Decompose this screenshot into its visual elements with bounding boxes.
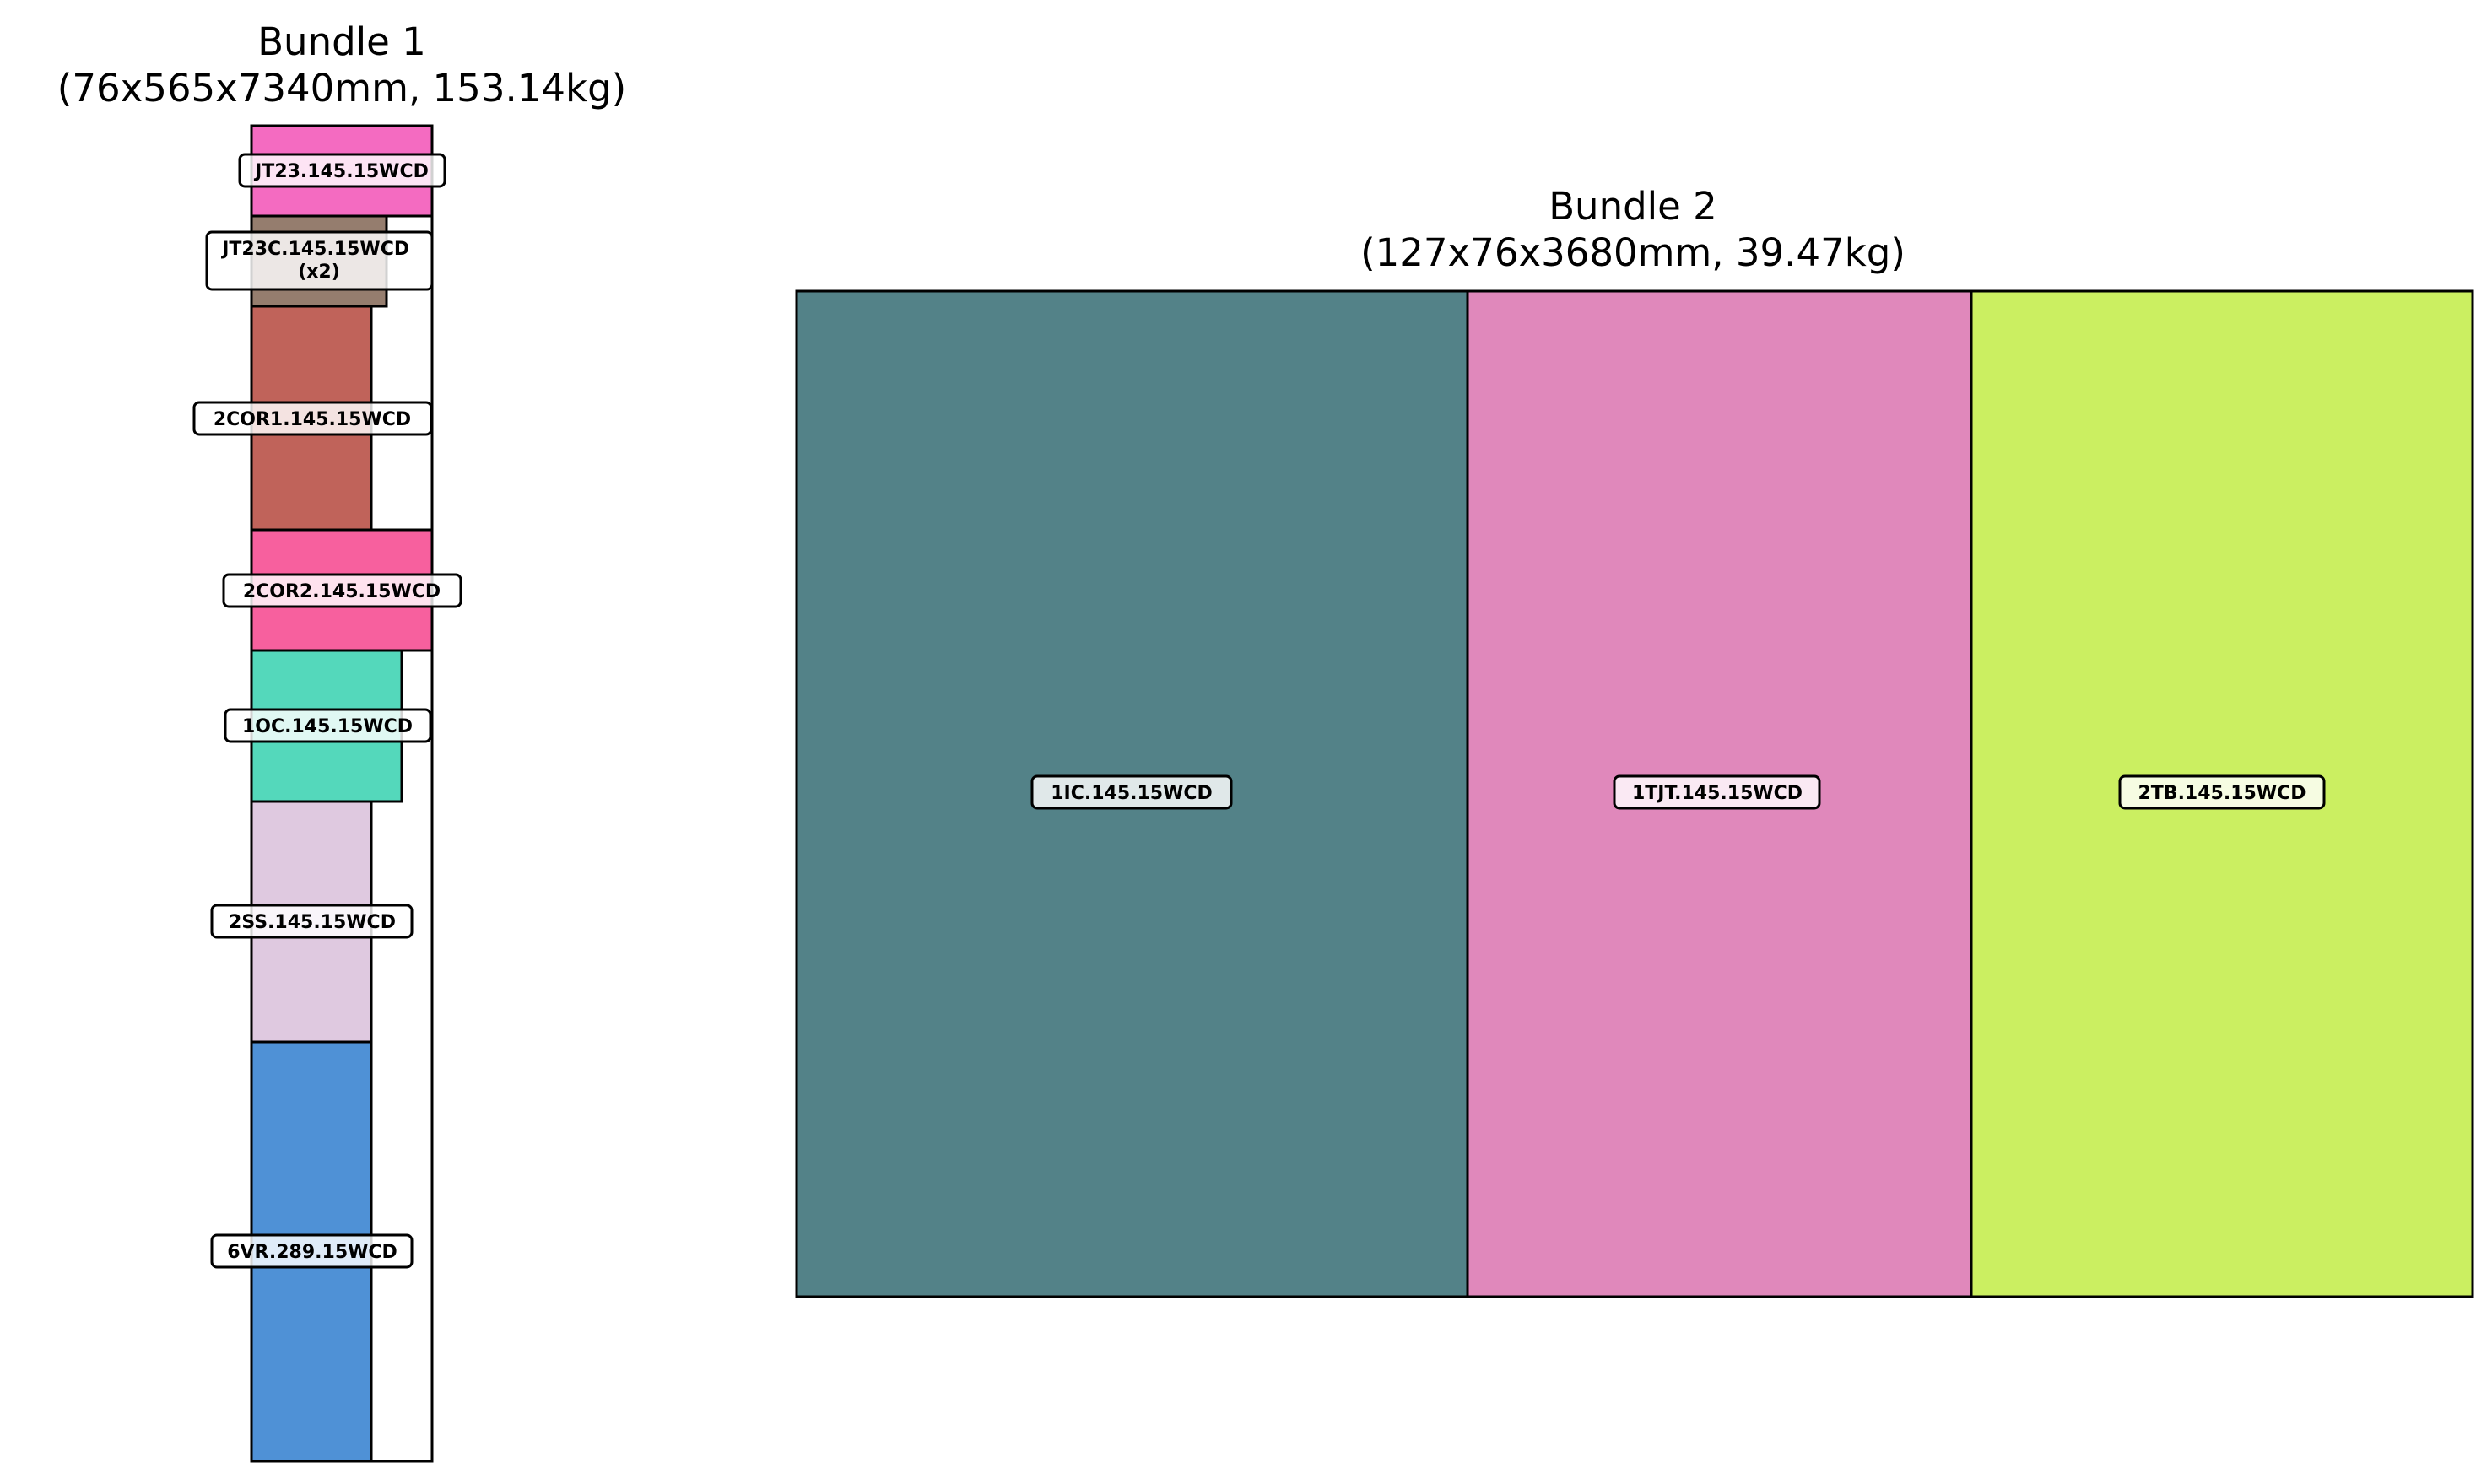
- item-label-text: 1TJT.145.15WCD: [1632, 783, 1803, 804]
- bundle-1-item-label: 2COR1.145.15WCD: [192, 401, 433, 436]
- item-label-text: 6VR.289.15WCD: [227, 1242, 397, 1263]
- bundle-2-subtitle: (127x76x3680mm, 39.47kg): [1360, 230, 1905, 275]
- label-box: [1030, 774, 1233, 810]
- item-label-line-1: JT23C.145.15WCD: [220, 239, 409, 260]
- item-label-text: 1IC.145.15WCD: [1051, 783, 1213, 804]
- bundle-1-item-label: 6VR.289.15WCD: [210, 1233, 414, 1269]
- bundle-1-item-label: JT23.145.15WCD: [238, 153, 446, 188]
- bundle-1: Bundle 1 (76x565x7340mm, 153.14kg) JT23.…: [57, 19, 626, 1463]
- bundle-2-item-rect: [1466, 289, 1973, 1298]
- label-box: [2118, 774, 2326, 810]
- bundle-1-item-label: 1OC.145.15WCD: [224, 708, 432, 743]
- label-box: [222, 573, 462, 608]
- item-label-text: 2COR1.145.15WCD: [214, 409, 411, 430]
- bundle-2-title: Bundle 2: [1549, 184, 1717, 229]
- label-box: [238, 153, 446, 188]
- label-box: [1613, 774, 1821, 810]
- item-label-text: JT23C.145.15WCD (x2): [220, 239, 416, 283]
- item-label-text: 2SS.145.15WCD: [229, 912, 396, 933]
- bundle-2: Bundle 2 (127x76x3680mm, 39.47kg) 1IC.14…: [795, 184, 2474, 1298]
- bundle-2-item-label: 1TJT.145.15WCD: [1613, 774, 1821, 810]
- item-label-text: 1OC.145.15WCD: [242, 716, 413, 737]
- item-label-text: 2COR2.145.15WCD: [243, 581, 441, 602]
- item-label-text: JT23.145.15WCD: [253, 161, 429, 182]
- bundle-1-title: Bundle 1: [257, 19, 426, 64]
- bundle-2-item-label: 2TB.145.15WCD: [2118, 774, 2326, 810]
- bundle-1-item-label: JT23C.145.15WCD (x2): [205, 230, 434, 291]
- bundle-2-item-label: 1IC.145.15WCD: [1030, 774, 1233, 810]
- bundle-1-subtitle: (76x565x7340mm, 153.14kg): [57, 66, 626, 111]
- bundle-1-item-label: 2COR2.145.15WCD: [222, 573, 462, 608]
- bundle-1-item-label: 2SS.145.15WCD: [210, 904, 414, 939]
- item-label-text: 2TB.145.15WCD: [2138, 783, 2306, 804]
- item-label-line-2: (x2): [298, 262, 340, 283]
- label-box: [205, 230, 434, 291]
- label-box: [210, 904, 414, 939]
- label-box: [224, 708, 432, 743]
- label-box: [210, 1233, 414, 1269]
- label-box: [192, 401, 433, 436]
